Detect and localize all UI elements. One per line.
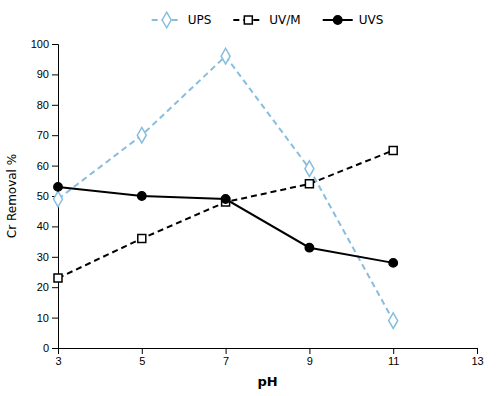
series-line xyxy=(58,56,393,320)
tick-mark xyxy=(52,135,58,136)
tick-mark xyxy=(52,287,58,288)
tick-mark xyxy=(393,348,394,354)
tick-mark xyxy=(226,348,227,354)
tick-label: 50 xyxy=(37,190,49,202)
lines xyxy=(58,56,393,320)
point xyxy=(137,127,146,143)
point xyxy=(221,195,229,203)
legend: UPS UV/M UVS xyxy=(152,12,384,28)
tick-mark xyxy=(52,166,58,167)
legend-label: UPS xyxy=(188,13,212,27)
tick-mark xyxy=(52,348,58,349)
y-axis-title: Cr Removal % xyxy=(5,154,19,238)
tick: 0 xyxy=(43,342,58,354)
legend-item: UVS xyxy=(323,13,384,27)
series-line xyxy=(58,187,393,263)
tick-label: 30 xyxy=(37,251,49,263)
tick-label: 60 xyxy=(37,160,49,172)
tick-mark xyxy=(477,348,478,354)
legend-marker xyxy=(334,16,342,24)
axis-line xyxy=(59,349,478,355)
point xyxy=(389,313,398,329)
points xyxy=(54,48,398,328)
legend-marker xyxy=(244,16,252,24)
point xyxy=(389,259,397,267)
x-axis-title: pH xyxy=(257,374,277,389)
tick: 40 xyxy=(37,220,58,232)
tick: 10 xyxy=(37,312,58,324)
tick-label: 10 xyxy=(37,312,49,324)
tick-label: 7 xyxy=(223,355,229,367)
tick: 30 xyxy=(37,251,58,263)
tick-label: 90 xyxy=(37,68,49,80)
tick-label: 80 xyxy=(37,99,49,111)
tick-label: 100 xyxy=(31,38,49,50)
legend-item: UPS xyxy=(152,12,212,28)
tick-mark xyxy=(52,226,58,227)
tick: 11 xyxy=(388,348,399,367)
tick-label: 40 xyxy=(37,220,49,232)
legend-label: UVS xyxy=(359,13,384,27)
legend-marker xyxy=(162,12,171,28)
tick: 9 xyxy=(307,348,313,367)
tick-mark xyxy=(52,257,58,258)
tick-mark xyxy=(52,105,58,106)
tick-label: 9 xyxy=(307,355,313,367)
point xyxy=(138,235,146,243)
point xyxy=(305,161,314,177)
point xyxy=(305,243,313,251)
point xyxy=(221,48,230,64)
legend-item: UV/M xyxy=(233,13,300,27)
tick-mark xyxy=(52,318,58,319)
point xyxy=(305,180,313,188)
x-axis: 3 5 7 9 11 13 xyxy=(55,348,483,367)
point xyxy=(389,146,397,154)
y-axis: 0 10 20 30 40 50 60 70 80 90 100 xyxy=(31,38,59,354)
tick: 13 xyxy=(471,348,483,367)
tick: 100 xyxy=(31,38,58,50)
tick: 20 xyxy=(37,281,58,293)
point xyxy=(54,191,63,207)
tick-label: 13 xyxy=(471,355,483,367)
tick-mark xyxy=(142,348,143,354)
tick: 5 xyxy=(139,348,145,367)
point xyxy=(138,192,146,200)
tick-label: 3 xyxy=(55,355,61,367)
tick-mark xyxy=(52,44,58,45)
point xyxy=(54,274,62,282)
tick: 90 xyxy=(37,68,58,80)
tick-mark xyxy=(52,74,58,75)
tick-label: 5 xyxy=(139,355,145,367)
tick-label: 0 xyxy=(43,342,49,354)
series-line xyxy=(58,150,393,278)
tick: 3 xyxy=(55,348,61,367)
tick-mark xyxy=(309,348,310,354)
plot: 3 5 7 9 11 13 0 10 20 30 40 50 60 70 80 90 100 xyxy=(31,38,484,367)
tick-label: 70 xyxy=(37,129,49,141)
point xyxy=(54,183,62,191)
tick: 7 xyxy=(223,348,229,367)
tick: 80 xyxy=(37,99,58,111)
tick-label: 11 xyxy=(388,355,399,367)
chart: 3 5 7 9 11 13 0 10 20 30 40 50 60 70 80 90 100 pH Cr Remov… xyxy=(0,0,501,396)
legend-label: UV/M xyxy=(269,13,300,27)
tick: 60 xyxy=(37,160,58,172)
tick-label: 20 xyxy=(37,281,49,293)
tick: 70 xyxy=(37,129,58,141)
